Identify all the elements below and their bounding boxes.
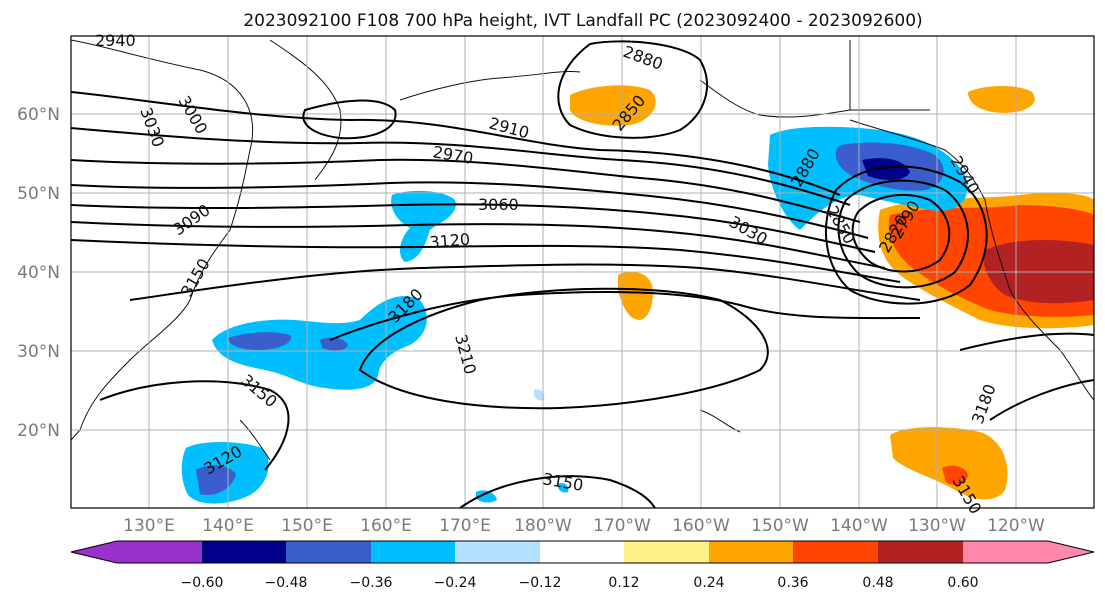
- lon-label: 160°E: [360, 516, 412, 536]
- lon-label: 150°W: [751, 516, 809, 536]
- map-frame: [70, 35, 1095, 509]
- colorbar-ticks: −0.60 −0.48 −0.36 −0.24 −0.12 0.12 0.24 …: [181, 575, 979, 591]
- colorbar-tick-label: 0.12: [608, 575, 639, 591]
- colorbar-tick-label: −0.24: [434, 575, 477, 591]
- colorbar-extend-high: [1048, 541, 1094, 563]
- latitude-labels: 60°N 50°N 40°N 30°N 20°N: [17, 105, 60, 441]
- colorbar-extend-low: [71, 541, 117, 563]
- lat-label: 50°N: [17, 184, 60, 204]
- colorbar-swatch: [793, 541, 878, 563]
- lat-label: 40°N: [17, 263, 60, 283]
- ivt-positive-shading: [570, 85, 1094, 500]
- colorbar-tick-label: 0.48: [862, 575, 893, 591]
- colorbar-tick-label: 0.36: [777, 575, 808, 591]
- lon-label: 160°W: [672, 516, 730, 536]
- lon-label: 140°W: [830, 516, 888, 536]
- colorbar-swatch: [117, 541, 202, 563]
- colorbar-tick-label: −0.12: [519, 575, 562, 591]
- colorbar-tick-label: −0.60: [181, 575, 224, 591]
- colorbar-swatch: [540, 541, 625, 563]
- colorbar-tick-label: 0.24: [693, 575, 724, 591]
- longitude-labels: 130°E 140°E 150°E 160°E 170°E 180°W 170°…: [123, 516, 1045, 536]
- lat-label: 30°N: [17, 342, 60, 362]
- lon-label: 180°W: [514, 516, 572, 536]
- gridlines: [71, 36, 1094, 508]
- map-panel: 2940 3000 3030 2880 2850 2910 2970 3060 …: [17, 31, 1095, 536]
- lon-label: 130°W: [908, 516, 966, 536]
- lon-label: 170°W: [593, 516, 651, 536]
- figure-title: 2023092100 F108 700 hPa height, IVT Land…: [243, 11, 922, 31]
- colorbar-outline: [70, 540, 1095, 564]
- colorbar-tick-label: −0.48: [265, 575, 308, 591]
- height-contours: [71, 40, 1094, 508]
- colorbar-swatch: [624, 541, 709, 563]
- contour-label: 3060: [478, 195, 519, 214]
- colorbar-tick-label: −0.36: [350, 575, 393, 591]
- lon-label: 170°E: [439, 516, 491, 536]
- lon-label: 150°E: [281, 516, 333, 536]
- contour-label: 2940: [95, 31, 136, 50]
- colorbar-swatch: [709, 541, 794, 563]
- contour-label: 3120: [429, 230, 471, 252]
- colorbar: −0.60 −0.48 −0.36 −0.24 −0.12 0.12 0.24 …: [70, 540, 1095, 591]
- colorbar-swatch: [455, 541, 540, 563]
- colorbar-swatch: [286, 541, 371, 563]
- lon-label: 130°E: [123, 516, 175, 536]
- colorbar-tick-label: 0.60: [947, 575, 978, 591]
- colorbar-swatch: [202, 541, 287, 563]
- lon-label: 120°W: [987, 516, 1045, 536]
- lat-label: 20°N: [17, 421, 60, 441]
- colorbar-swatch: [878, 541, 963, 563]
- colorbar-swatch: [963, 541, 1048, 563]
- lat-label: 60°N: [17, 105, 60, 125]
- colorbar-swatch: [371, 541, 456, 563]
- lon-label: 140°E: [202, 516, 254, 536]
